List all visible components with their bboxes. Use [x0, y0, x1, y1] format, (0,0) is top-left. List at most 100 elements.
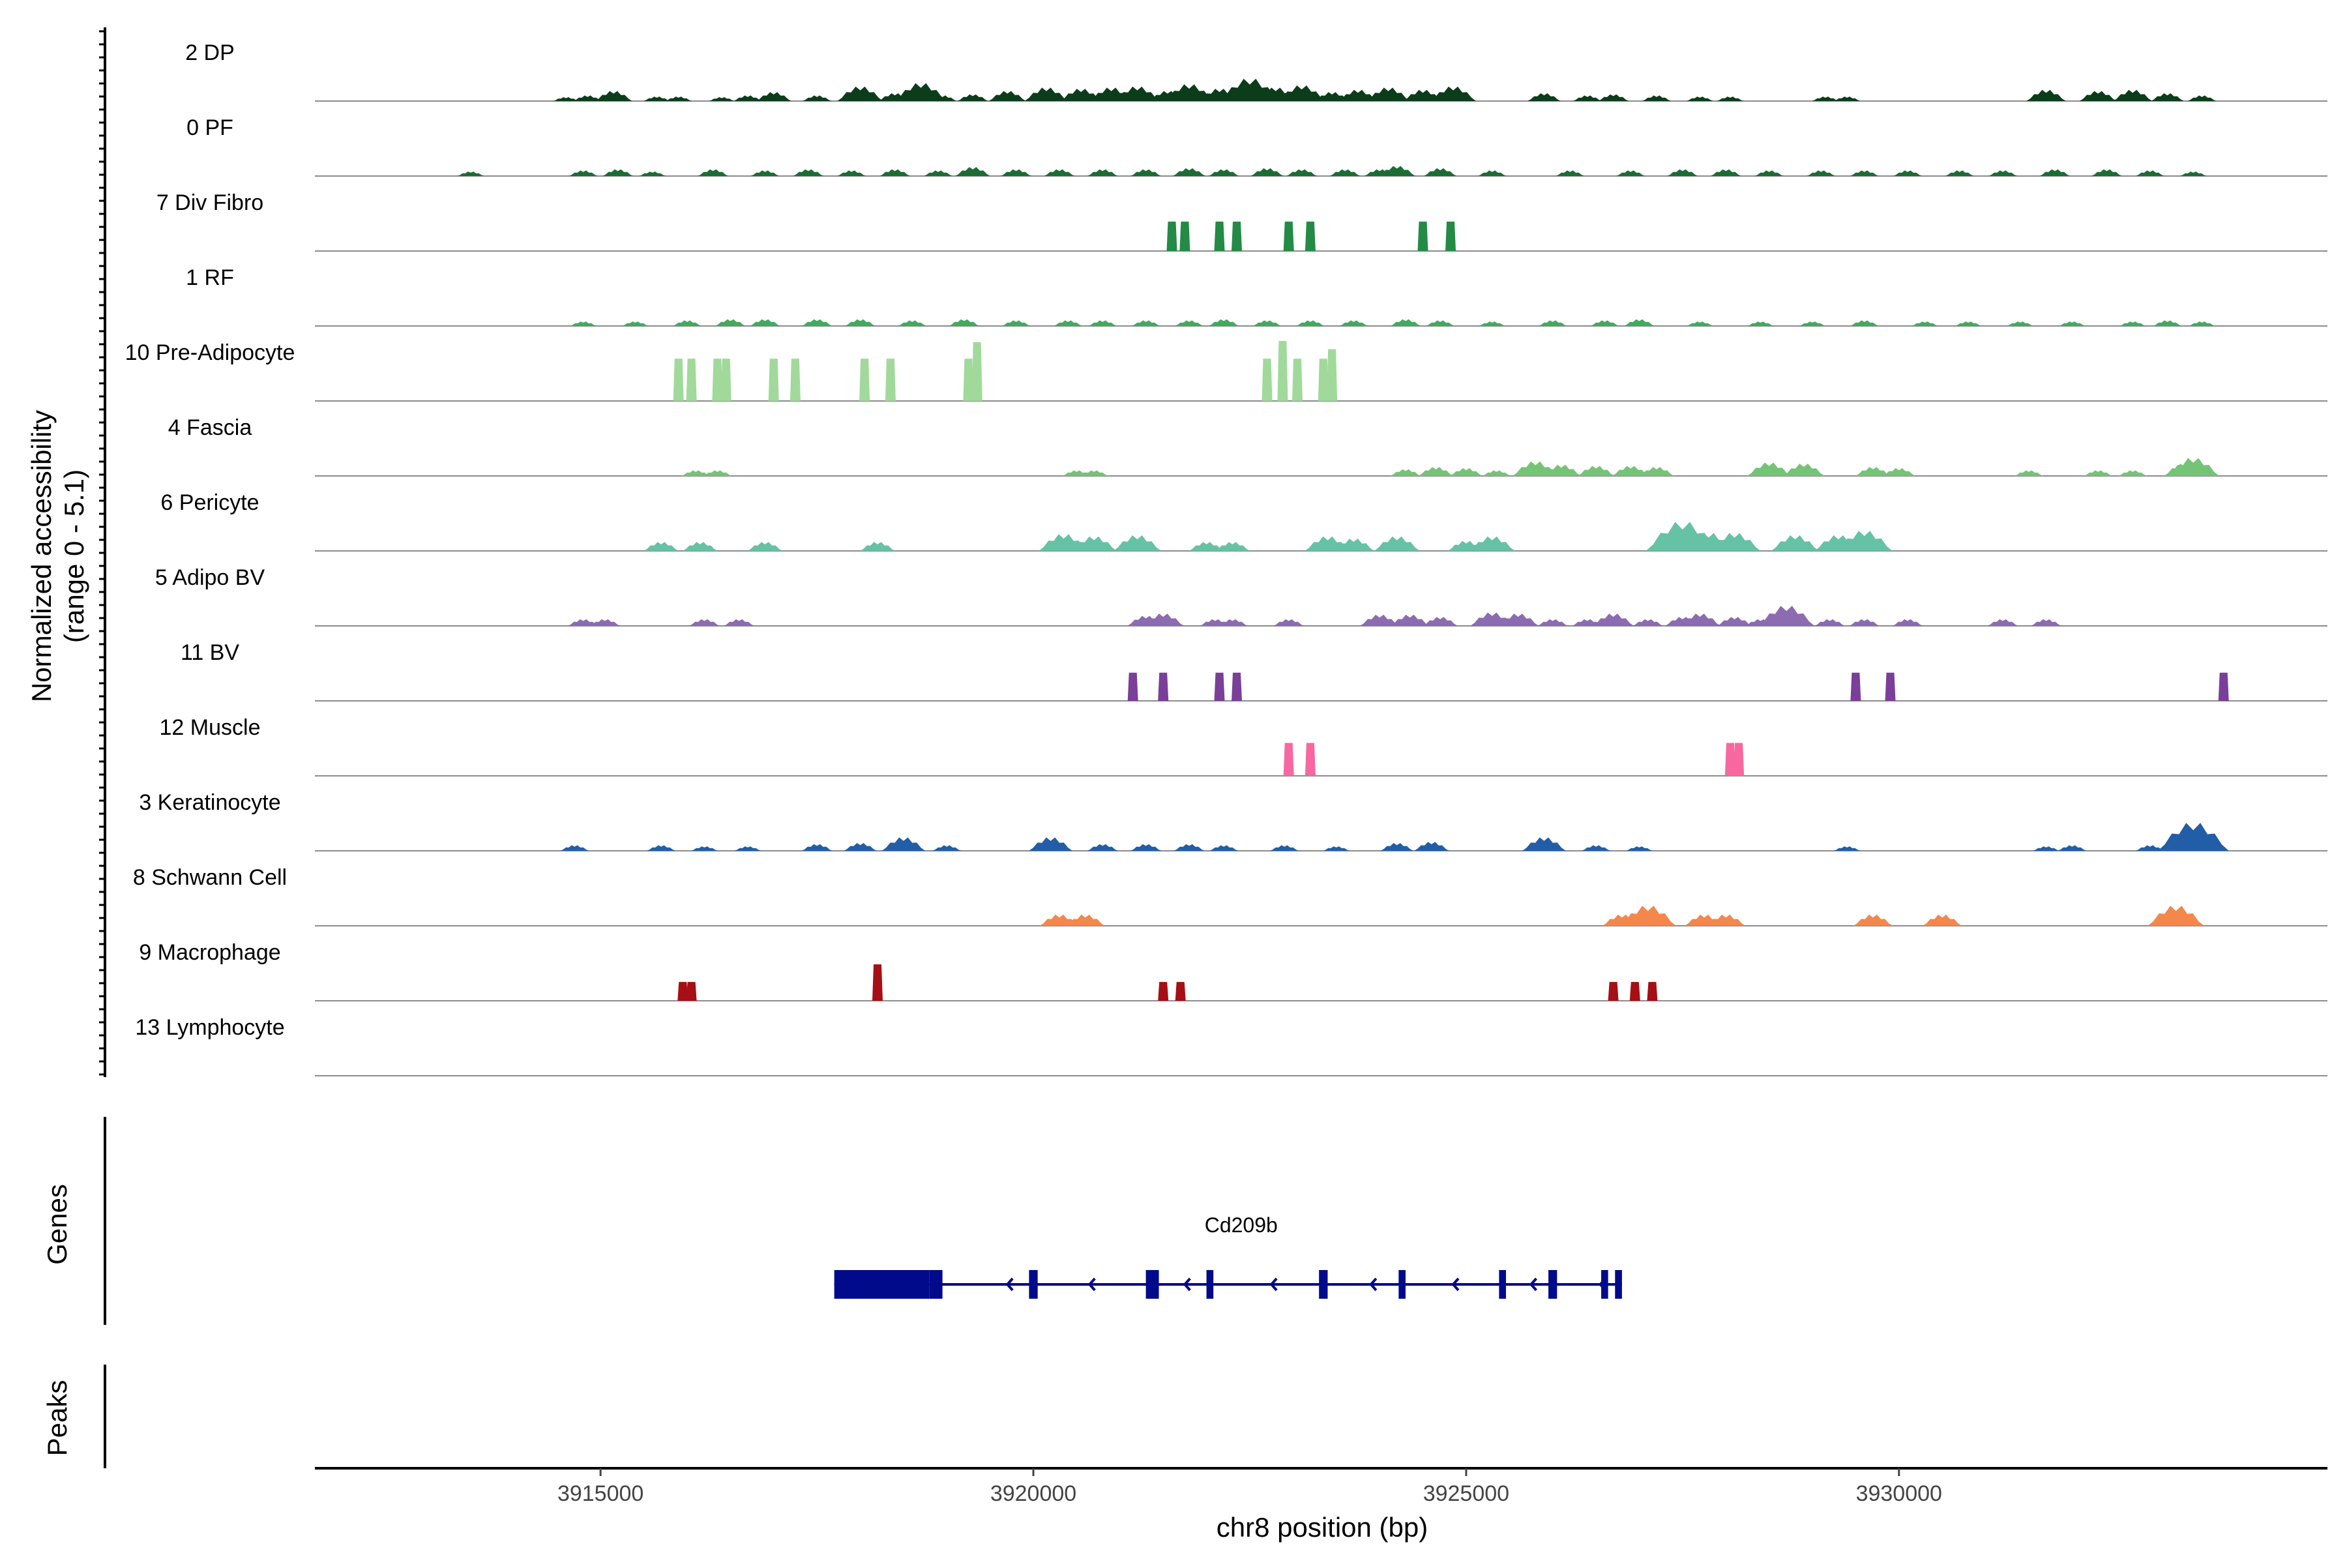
coverage-peak: [1423, 617, 1458, 626]
coverage-peak: [1477, 170, 1507, 176]
coverage-peak: [879, 169, 911, 176]
coverage-peak: [1374, 536, 1420, 551]
coverage-peak: [1710, 169, 1741, 176]
coverage-peak: [1295, 320, 1325, 326]
gene-exon: [1601, 1270, 1608, 1299]
coverage-peak: [1208, 319, 1239, 326]
coverage-peak: [988, 91, 1026, 101]
coverage-peak: [1469, 536, 1515, 551]
gene-exon: [1029, 1270, 1038, 1299]
coverage-peak: [672, 320, 701, 326]
coverage-peak: [1164, 84, 1215, 101]
coverage-peak: [1214, 221, 1225, 251]
coverage-peak: [1131, 320, 1160, 326]
coverage-peak: [1799, 321, 1826, 326]
gene-exon: [1145, 1270, 1159, 1299]
coverage-peak: [1283, 743, 1294, 776]
coverage-peak: [932, 845, 962, 851]
gene-exon: [1206, 1270, 1214, 1299]
coverage-peak: [1039, 914, 1080, 926]
coverage-peak: [686, 359, 697, 401]
coverage-peak: [2179, 836, 2225, 851]
coverage-peak: [1853, 914, 1893, 926]
track-7-div-fibro: 7 Div Fibro: [156, 190, 2327, 252]
gene-exon: [1319, 1270, 1328, 1299]
coverage-peak: [1166, 221, 1177, 251]
coverage-peak: [1581, 845, 1611, 851]
coverage-peak: [1127, 672, 1138, 701]
coverage-peak: [1616, 170, 1646, 176]
track-label: 0 PF: [186, 115, 233, 140]
track-label: 3 Keratinocyte: [139, 790, 280, 815]
coverage-peak: [688, 619, 720, 626]
x-tick-label: 3915000: [557, 1481, 643, 1506]
coverage-peak: [677, 982, 688, 1001]
coverage-peak: [567, 619, 599, 626]
coverage-peak: [768, 359, 779, 401]
coverage-peak: [1413, 842, 1449, 851]
genes-panel-label: Genes: [42, 1184, 72, 1265]
coverage-peak: [1252, 320, 1282, 326]
coverage-peak: [2151, 93, 2184, 101]
coverage-peak: [1807, 170, 1836, 176]
x-tick-label: 3925000: [1423, 1481, 1509, 1506]
coverage-peak: [1747, 321, 1774, 326]
coverage-peak: [1333, 539, 1375, 551]
coverage-peak: [1522, 837, 1566, 851]
gene-exon: [1548, 1270, 1557, 1299]
coverage-peak: [1060, 89, 1102, 101]
coverage-peak: [1114, 86, 1160, 101]
coverage-peak: [589, 619, 621, 626]
coverage-peak: [1608, 982, 1619, 1001]
coverage-peak: [844, 319, 876, 326]
coverage-peak: [1833, 96, 1861, 101]
coverage-peak: [2039, 169, 2071, 176]
coverage-peak: [1130, 169, 1162, 176]
coverage-peak: [2167, 458, 2220, 476]
coverage-peak: [1855, 467, 1891, 476]
coverage-peak: [691, 846, 718, 851]
coverage-peak: [1088, 320, 1117, 326]
coverage-peak: [1882, 468, 1916, 476]
coverage-peak: [1292, 359, 1303, 401]
track-label: 7 Div Fibro: [156, 190, 263, 215]
y-axis-title-line1: Normalized accessibility: [26, 410, 57, 702]
coverage-peak: [1590, 320, 1619, 326]
coverage-peak: [957, 94, 988, 101]
coverage-peak: [1629, 982, 1640, 1001]
coverage-peak: [1359, 614, 1400, 626]
coverage-peak: [1208, 169, 1239, 176]
coverage-peak: [1850, 320, 1879, 326]
coverage-peak: [1538, 320, 1567, 326]
coverage-peak: [1988, 170, 2018, 176]
coverage-peak: [923, 170, 953, 176]
coverage-peak: [1418, 467, 1454, 476]
track-0-pf: 0 PF: [186, 115, 2327, 177]
track-3-keratinocyte: 3 Keratinocyte: [139, 790, 2327, 851]
track-label: 13 Lymphocyte: [135, 1015, 284, 1040]
coverage-peak: [2187, 95, 2217, 101]
coverage-peak: [686, 982, 697, 1001]
coverage-peak: [1024, 87, 1069, 101]
coverage-peak: [733, 95, 762, 101]
coverage-peak: [1734, 743, 1745, 776]
coverage-peak: [750, 170, 780, 176]
coverage-peak: [1814, 619, 1846, 626]
gene-track: Cd209b: [834, 1213, 1622, 1299]
coverage-peak: [2189, 321, 2215, 326]
coverage-peak: [1623, 319, 1655, 326]
coverage-peak: [1001, 320, 1031, 326]
coverage-peak: [1087, 844, 1118, 851]
x-tick-label: 3930000: [1856, 1481, 1942, 1506]
x-axis: 3915000 3920000 3925000 3930000: [315, 1467, 2327, 1506]
coverage-peak: [1217, 619, 1248, 626]
gene-exon: [1499, 1270, 1506, 1299]
coverage-peak: [1277, 341, 1288, 401]
coverage-peak: [1215, 542, 1250, 551]
left-axes: [99, 27, 106, 1468]
coverage-peak: [1686, 321, 1713, 326]
track-5-adipo-bv: 5 Adipo BV: [155, 565, 2327, 627]
coverage-peak: [801, 844, 833, 851]
coverage-peak: [1380, 843, 1413, 851]
